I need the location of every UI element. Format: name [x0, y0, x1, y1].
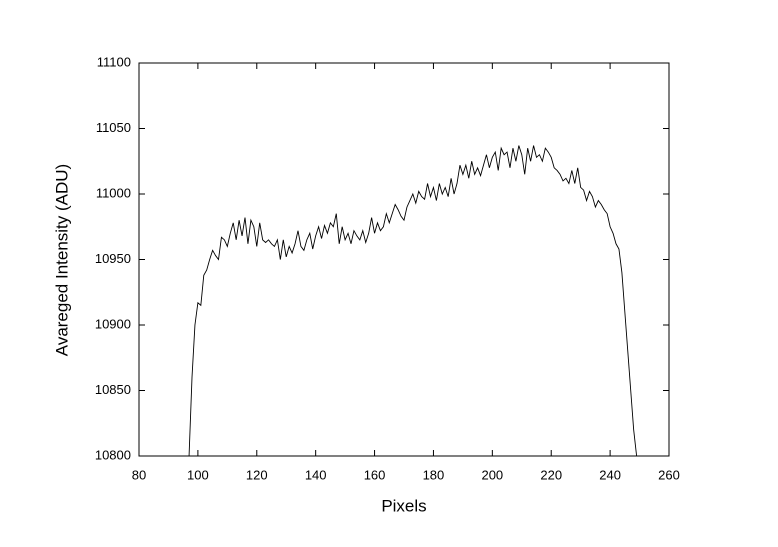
y-axis-label: Avareged Intensity (ADU)	[52, 164, 71, 356]
data-line	[188, 145, 638, 457]
x-tick-label: 180	[423, 467, 445, 482]
x-tick-label: 80	[132, 467, 146, 482]
x-tick-label: 120	[246, 467, 268, 482]
y-tick-label: 11100	[97, 54, 131, 69]
y-tick-label: 10900	[95, 316, 131, 331]
x-tick-label: 140	[305, 467, 327, 482]
y-tick-label: 11050	[96, 120, 131, 135]
y-tick-label: 10950	[95, 251, 131, 266]
y-tick-label: 10800	[95, 447, 131, 462]
x-tick-label: 200	[481, 467, 503, 482]
y-tick-label: 11000	[96, 185, 131, 200]
x-axis-label: Pixels	[381, 496, 426, 515]
x-tick-label: 100	[187, 467, 209, 482]
x-tick-label: 160	[364, 467, 386, 482]
x-tick-label: 260	[658, 467, 680, 482]
x-tick-label: 220	[540, 467, 562, 482]
x-tick-label: 240	[599, 467, 621, 482]
y-tick-label: 10850	[95, 382, 131, 397]
